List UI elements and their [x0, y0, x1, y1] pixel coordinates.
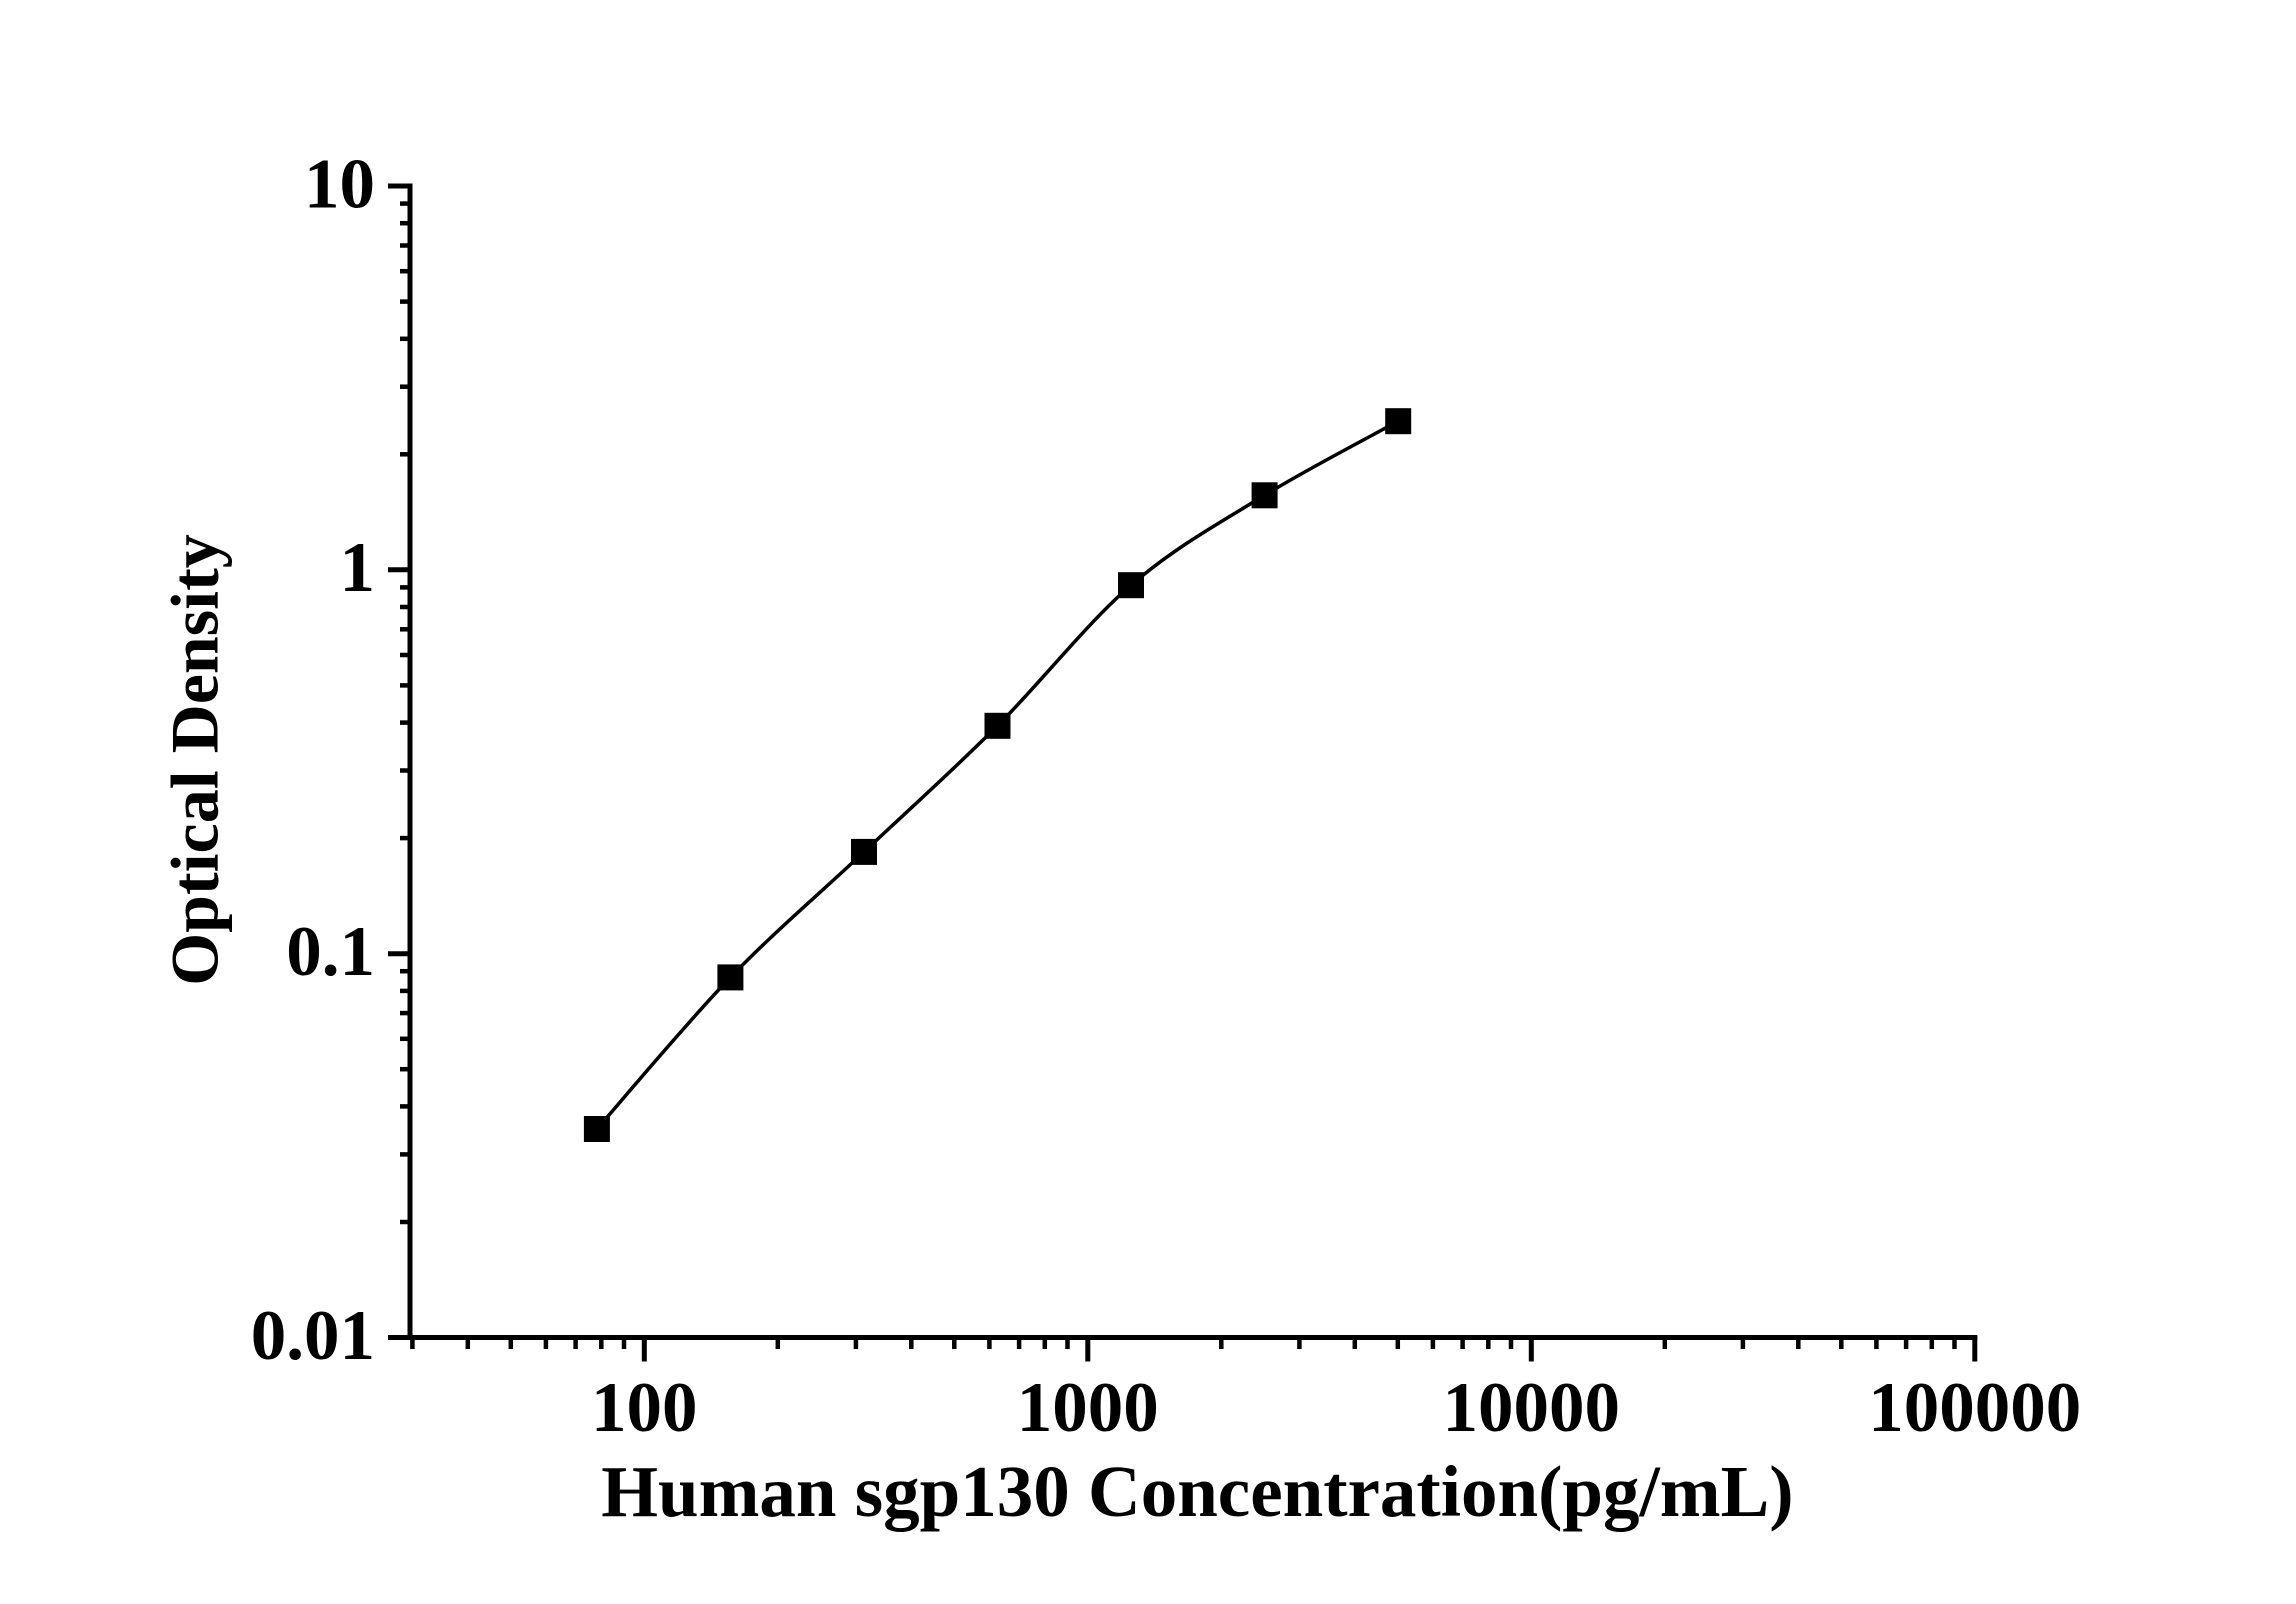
svg-text:Human sgp130 Concentration(pg/: Human sgp130 Concentration(pg/mL): [601, 1451, 1793, 1532]
svg-text:1: 1: [340, 529, 376, 607]
svg-text:1000: 1000: [1017, 1369, 1159, 1447]
svg-text:Optical Density: Optical Density: [156, 534, 232, 985]
svg-text:10: 10: [304, 145, 375, 223]
svg-text:0.1: 0.1: [286, 913, 375, 991]
svg-text:10000: 10000: [1443, 1369, 1621, 1447]
svg-text:100: 100: [591, 1369, 698, 1447]
svg-text:0.01: 0.01: [251, 1297, 375, 1375]
svg-text:100000: 100000: [1868, 1369, 2081, 1447]
